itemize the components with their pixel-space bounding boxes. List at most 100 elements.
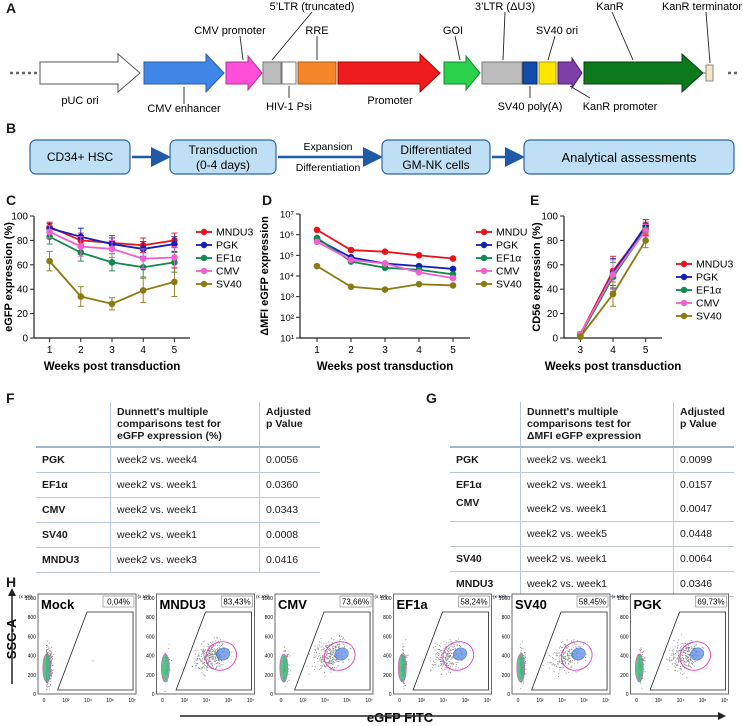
data-point: [449, 265, 457, 273]
kanr-promoter-element: [557, 56, 583, 90]
label-sv40-polya: SV40 poly(A): [498, 101, 563, 112]
table-g-pvalue: 0.0047: [673, 497, 734, 522]
flow-contour-inner: [453, 647, 468, 661]
flow-plot-frame: [37, 593, 137, 695]
table-f-group: MNDU3: [42, 554, 80, 566]
x-tick-label: 3: [578, 345, 584, 356]
table-f-pvalue: 0.0416: [259, 547, 320, 573]
table-f-pvalue: 0.0343: [259, 497, 320, 523]
kanr-terminator-element: [705, 64, 714, 82]
flow-y-tick: 200: [620, 673, 629, 679]
legend-label: CMV: [216, 266, 239, 278]
flow-x-tick: 0: [280, 698, 283, 704]
flow-y-multiplier: (x 10³): [611, 594, 625, 599]
flow-y-tick: 0: [626, 692, 629, 698]
legend-label: PGK: [496, 240, 518, 252]
data-point: [139, 255, 147, 262]
label-3ltr: 3’LTR (ΔU3): [475, 1, 535, 13]
legend-marker: [480, 241, 488, 249]
flow-y-multiplier: (x 10³): [374, 594, 388, 599]
flow-x-tick: 10⁴: [677, 698, 685, 704]
flow-y-tick: 400: [146, 654, 155, 660]
data-point: [449, 274, 457, 282]
panel-label-a: A: [6, 0, 17, 16]
ltr3-element: [481, 61, 523, 85]
x-axis-label: Weeks post transduction: [317, 361, 454, 373]
flow-y-tick: 400: [383, 654, 392, 660]
x-axis-label: Weeks post transduction: [545, 361, 682, 373]
flow-y-tick: 1000: [25, 596, 36, 602]
legend-label: SV40: [496, 279, 522, 291]
x-tick-label: 5: [450, 345, 456, 356]
step-gm-nk: [381, 139, 491, 175]
table-g-pvalue: 0.0099: [673, 447, 734, 473]
x-tick-label: 5: [643, 345, 649, 356]
flow-panel-PGK: 0 200 400 600 800 1000(x 10³) 0 10² 10⁴ 10⁶ 10⁷ PGK…: [611, 593, 729, 704]
flow-y-tick: 800: [146, 615, 155, 621]
data-point: [381, 248, 389, 255]
table-f-comparison: week2 vs. week1: [110, 472, 260, 498]
y-tick-label: 80: [17, 236, 29, 247]
label-kanr-terminator: KanR terminator: [662, 1, 742, 13]
table-row: SV40 week2 vs. week1 0.0008: [36, 522, 320, 548]
step-analytical: [523, 139, 735, 175]
flow-gate-badge: [695, 595, 727, 608]
table-f-pvalue: 0.0008: [259, 522, 320, 548]
flow-sample-name: Mock: [41, 597, 75, 612]
step-transduction: [169, 139, 277, 175]
table-g-pvalue: 0.0448: [673, 521, 734, 547]
data-point: [642, 237, 649, 244]
table-f: Dunnett's multiple comparisons test for …: [36, 402, 320, 573]
flow-contour-outer: [560, 641, 593, 671]
data-point: [77, 293, 85, 300]
data-point: [139, 287, 147, 294]
flow-x-tick: 10⁶: [343, 698, 351, 704]
flow-gate-badge: [576, 595, 609, 608]
y-tick-label: 10¹: [280, 334, 294, 345]
table-g-group: EF1α: [456, 479, 482, 491]
legend-marker: [200, 254, 208, 262]
table-g-header-test-1: Dunnett's multiple: [527, 406, 619, 418]
flow-y-tick: 0: [152, 692, 155, 698]
flow-contour-outer: [679, 641, 712, 671]
data-point: [347, 246, 355, 254]
table-g-pvalue: 0.0064: [673, 546, 734, 572]
legend-marker: [480, 228, 488, 236]
legend-marker: [680, 299, 688, 307]
flow-sample-name: MNDU3: [160, 597, 206, 612]
rre-element: [297, 61, 337, 85]
flow-gate: [57, 611, 134, 691]
table-f-header: Dunnett's multiple comparisons test for …: [36, 402, 320, 447]
flow-x-tick: 10⁶: [580, 698, 588, 704]
flow-y-tick: 600: [146, 634, 155, 640]
table-row: CMV week2 vs. week1 0.0343: [36, 497, 320, 523]
flow-y-tick: 0: [33, 692, 36, 698]
y-tick-label: 10⁴: [279, 272, 294, 283]
flow-y-multiplier: (x 10³): [137, 594, 151, 599]
data-point: [642, 227, 649, 234]
flow-y-tick: 1000: [380, 596, 391, 602]
flow-contour-outer: [323, 641, 356, 671]
flow-y-tick: 600: [502, 634, 511, 640]
y-axis-label: eGFP expression (%): [3, 222, 15, 332]
flow-x-tick: 10⁴: [321, 698, 329, 704]
y-tick-label: 60: [547, 260, 559, 271]
data-point: [347, 283, 355, 291]
step-gm-nk-line2: GM-NK cells: [402, 158, 469, 172]
flow-x-arrowhead: [718, 712, 726, 720]
panel-label-e: E: [530, 192, 540, 208]
panel-label-h: H: [6, 574, 17, 590]
table-g-group: SV40: [456, 553, 482, 565]
flow-y-tick: 200: [383, 673, 392, 679]
step-cd34-hsc-label: CD34+ HSC: [47, 150, 114, 164]
table-f-group: SV40: [42, 529, 68, 541]
flow-panel-EF1a: 0 200 400 600 800 1000(x 10³) 0 10² 10⁴ 10⁶ 10⁷ EF1…: [374, 593, 492, 704]
x-tick-label: 5: [172, 345, 178, 356]
kanr-element: [583, 52, 704, 94]
flow-gate: [175, 611, 252, 691]
table-g-comparison: week2 vs. week1: [520, 447, 674, 473]
flow-x-tick: 10⁶: [225, 698, 233, 704]
y-tick-label: 0: [22, 334, 28, 345]
flow-gate-percent: 0,04%: [107, 598, 130, 607]
